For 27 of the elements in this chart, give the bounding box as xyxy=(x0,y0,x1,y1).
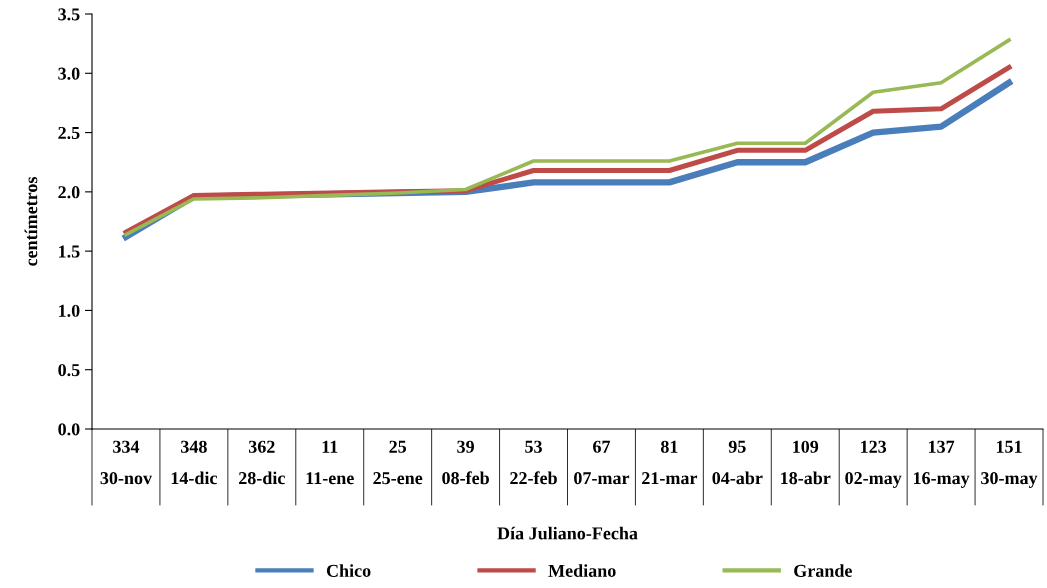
y-tick-label: 0.5 xyxy=(58,363,80,377)
x-tick-label: 137 16-may xyxy=(913,440,970,488)
y-tick-label: 1.0 xyxy=(59,304,80,317)
legend-label: Chico xyxy=(326,564,371,577)
x-tick-label: 348 14-dic xyxy=(171,440,218,485)
x-tick-label: 81 21-mar xyxy=(642,440,698,485)
x-tick-label: 39 08-feb xyxy=(442,440,489,485)
x-axis-title: Día Juliano-Fecha xyxy=(497,526,638,540)
x-tick-label: 95 04-abr xyxy=(712,440,763,485)
legend-label: Mediano xyxy=(548,564,616,577)
y-tick-label: 0.0 xyxy=(58,423,80,436)
x-tick-label: 334 30-nov xyxy=(100,440,153,485)
y-tick-label: 1.5 xyxy=(59,245,80,258)
x-tick-label: 67 07-mar xyxy=(574,440,630,485)
y-tick-label: 3.5 xyxy=(58,8,80,21)
x-tick-label: 53 22-feb xyxy=(510,440,557,485)
y-axis-title: centímetros xyxy=(24,176,38,266)
y-tick-label: 2.5 xyxy=(58,126,80,140)
y-tick-label: 3.0 xyxy=(58,67,80,80)
legend-label: Grande xyxy=(794,564,852,577)
y-tick-label: 2.0 xyxy=(58,186,80,199)
x-tick-label: 123 02-may xyxy=(845,440,902,488)
x-tick-label: 151 30-may xyxy=(981,440,1038,488)
x-tick-label: 11 11-ene xyxy=(306,440,354,485)
x-tick-label: 25 25-ene xyxy=(373,440,423,485)
x-tick-label: 109 18-abr xyxy=(781,440,831,485)
x-tick-label: 362 28-dic xyxy=(239,440,285,485)
